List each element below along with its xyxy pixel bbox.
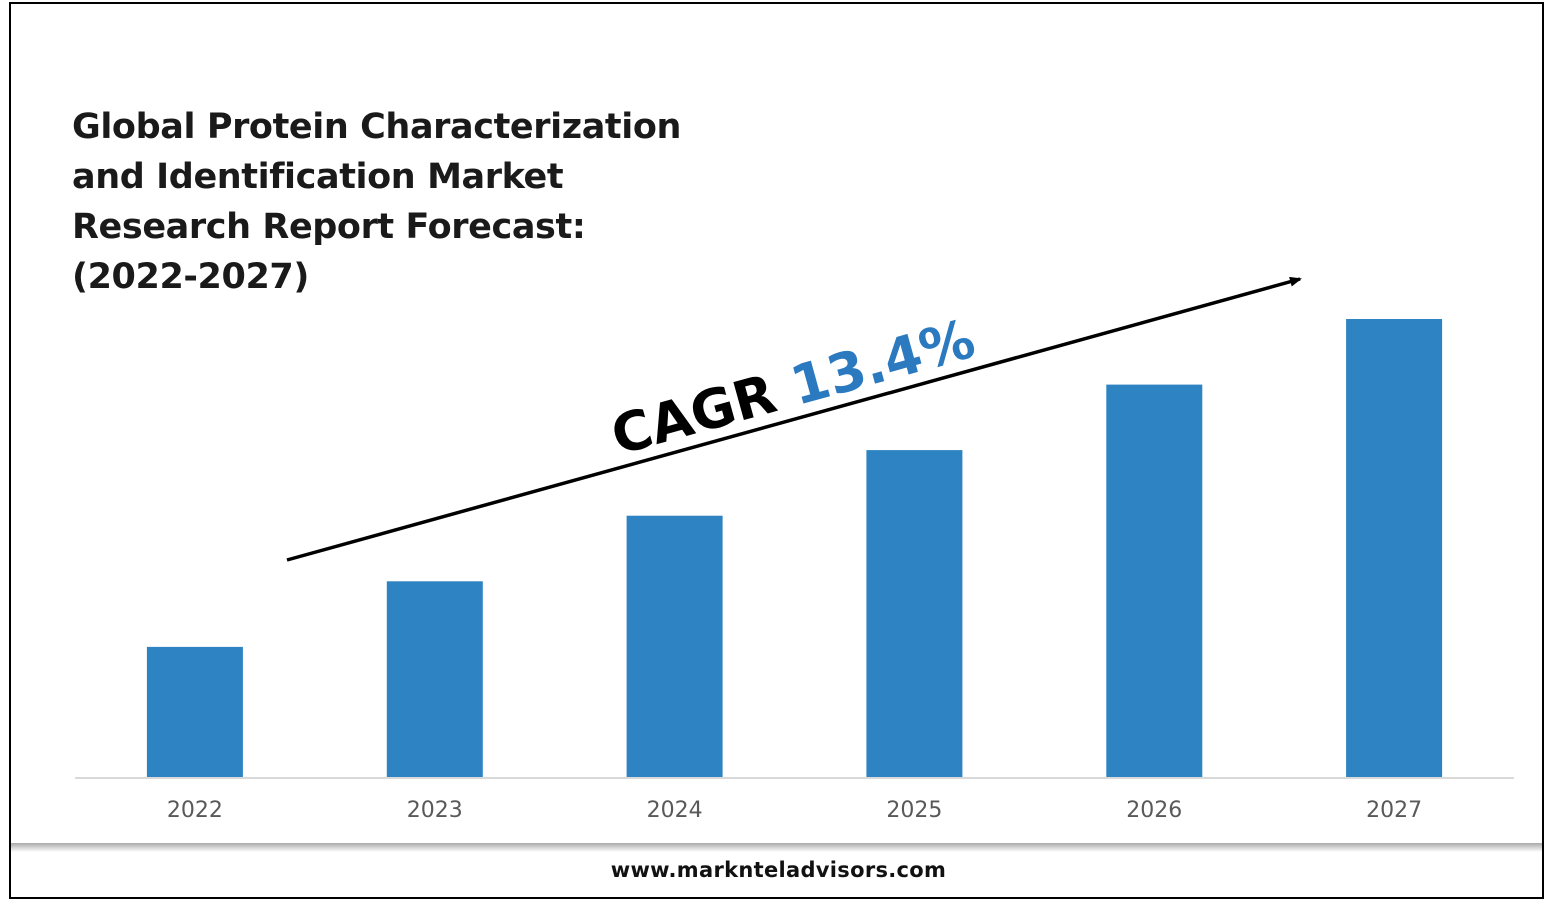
x-tick-label-2026: 2026 — [1126, 798, 1182, 823]
cagr-label: CAGR — [605, 357, 801, 467]
cagr-value: 13.4% — [784, 307, 981, 418]
bar-2025 — [866, 450, 963, 778]
bar-2023 — [386, 581, 483, 778]
bar-2024 — [626, 515, 723, 778]
bar-2026 — [1106, 384, 1203, 778]
footer-divider — [11, 843, 1542, 852]
x-tick-label-2024: 2024 — [647, 798, 703, 823]
cagr-trend-arrow — [286, 276, 1302, 562]
bar-2027 — [1346, 319, 1443, 778]
bar-2022 — [146, 646, 243, 778]
bars-group — [146, 319, 1443, 778]
cagr-annotation: CAGR 13.4% — [605, 307, 982, 468]
footer-website: www.marknteladvisors.com — [610, 858, 947, 882]
x-tick-label-2027: 2027 — [1366, 798, 1422, 823]
x-tick-label-2025: 2025 — [886, 798, 942, 823]
x-tick-label-2022: 2022 — [167, 798, 223, 823]
x-tick-labels: 2022 2023 2024 2025 2026 2027 — [167, 798, 1422, 823]
x-tick-label-2023: 2023 — [407, 798, 463, 823]
chart-title: Global Protein Characterization and Iden… — [72, 107, 682, 297]
chart-frame — [9, 2, 1544, 899]
